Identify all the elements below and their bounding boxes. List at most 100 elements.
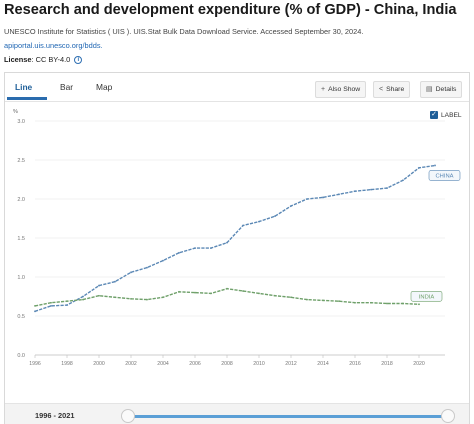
data-point-india: [338, 300, 340, 303]
label-toggle-text: LABEL: [441, 111, 462, 119]
data-point-india: [34, 304, 36, 307]
x-tick-label: 2020: [413, 361, 425, 367]
year-range-slider: 1996 - 2021: [5, 403, 469, 424]
license-line: License: CC BY-4.0 i: [4, 55, 83, 65]
data-point-india: [226, 287, 228, 290]
data-point-china: [354, 190, 356, 193]
tabs-divider: [5, 101, 469, 102]
active-tab-indicator: [7, 97, 47, 100]
data-point-china: [338, 193, 340, 196]
series-end-label: CHINA: [435, 173, 453, 179]
data-point-china: [114, 280, 116, 283]
data-point-india: [274, 294, 276, 297]
data-point-india: [162, 296, 164, 299]
data-point-china: [66, 304, 68, 306]
series-end-label: INDIA: [419, 294, 435, 300]
data-point-india: [210, 292, 212, 295]
data-point-india: [114, 296, 116, 299]
x-tick-label: 2004: [157, 361, 169, 367]
x-tick-label: 2010: [253, 361, 265, 367]
tab-map[interactable]: Map: [96, 82, 113, 92]
y-tick-label: 2.0: [17, 197, 25, 203]
details-label: Details: [435, 86, 457, 93]
data-point-china: [162, 259, 164, 262]
data-point-china: [418, 166, 420, 169]
tab-line[interactable]: Line: [15, 82, 33, 92]
label-checkbox[interactable]: ✓: [430, 111, 438, 119]
data-point-china: [82, 295, 84, 298]
slider-track[interactable]: [127, 415, 447, 418]
data-point-china: [194, 247, 196, 250]
share-label: Share: [386, 86, 405, 93]
info-icon[interactable]: i: [74, 56, 83, 65]
data-point-china: [146, 266, 148, 269]
plus-icon: +: [321, 86, 326, 93]
document-icon: ▤: [426, 86, 433, 93]
data-point-india: [178, 290, 180, 293]
data-point-india: [370, 301, 372, 304]
x-tick-label: 2012: [285, 361, 297, 367]
data-point-china: [178, 251, 180, 254]
y-tick-label: 3.0: [17, 119, 25, 125]
x-tick-label: 2006: [189, 361, 201, 367]
data-point-china: [402, 179, 404, 182]
y-axis-label: %: [13, 109, 18, 115]
tab-bar-chart[interactable]: Bar: [60, 82, 74, 92]
page-title: Research and development expenditure (% …: [4, 2, 457, 18]
x-tick-label: 2016: [349, 361, 361, 367]
series-line-india: [34, 287, 420, 307]
data-point-india: [354, 301, 356, 304]
data-point-india: [194, 291, 196, 294]
also-show-button[interactable]: + Also Show: [315, 81, 367, 98]
data-point-china: [242, 224, 244, 227]
data-point-india: [82, 298, 84, 301]
y-tick-label: 1.5: [17, 236, 25, 242]
series-line-china: [34, 164, 436, 312]
x-tick-label: 2018: [381, 361, 393, 367]
data-point-china: [98, 284, 100, 287]
details-button[interactable]: ▤ Details: [420, 81, 463, 98]
y-tick-label: 0.5: [17, 314, 25, 320]
data-point-china: [130, 271, 132, 274]
data-point-india: [306, 298, 308, 301]
data-point-china: [370, 188, 372, 191]
year-range-label: 1996 - 2021: [35, 411, 75, 420]
y-tick-label: 0.0: [17, 353, 25, 359]
data-point-india: [146, 298, 148, 301]
data-point-china: [322, 196, 324, 199]
x-tick-label: 2002: [125, 361, 137, 367]
data-point-china: [34, 310, 36, 313]
slider-end-handle[interactable]: [441, 409, 455, 423]
x-tick-label: 2008: [221, 361, 233, 367]
series-end-label-box: [410, 291, 443, 302]
data-point-india: [418, 303, 420, 306]
series-end-label-box: [428, 170, 461, 181]
label-toggle[interactable]: ✓ LABEL: [430, 111, 462, 121]
license-label: License: [4, 55, 32, 64]
data-point-china: [210, 247, 212, 250]
data-point-china: [434, 164, 436, 167]
license-value: : CC BY-4.0: [31, 55, 71, 64]
data-point-india: [66, 300, 68, 303]
data-point-india: [98, 294, 100, 297]
data-point-india: [322, 299, 324, 302]
data-point-china: [274, 215, 276, 218]
data-point-china: [258, 220, 260, 223]
data-point-india: [386, 302, 388, 305]
slider-start-handle[interactable]: [121, 409, 135, 423]
also-show-label: Also Show: [328, 86, 361, 93]
data-point-india: [242, 290, 244, 292]
share-button[interactable]: < Share: [373, 81, 411, 98]
source-link[interactable]: apiportal.uis.unesco.org/bdds.: [4, 41, 103, 50]
data-point-india: [290, 296, 292, 299]
data-point-china: [290, 205, 292, 207]
data-point-india: [50, 301, 52, 304]
share-icon: <: [379, 86, 384, 93]
y-tick-label: 1.0: [17, 275, 25, 281]
data-point-india: [130, 297, 132, 300]
x-tick-label: 2014: [317, 361, 329, 367]
x-tick-label: 1998: [61, 361, 73, 367]
x-tick-label: 1996: [29, 361, 41, 367]
source-text: UNESCO Institute for Statistics ( UIS ).…: [4, 27, 364, 36]
data-point-china: [50, 304, 52, 307]
